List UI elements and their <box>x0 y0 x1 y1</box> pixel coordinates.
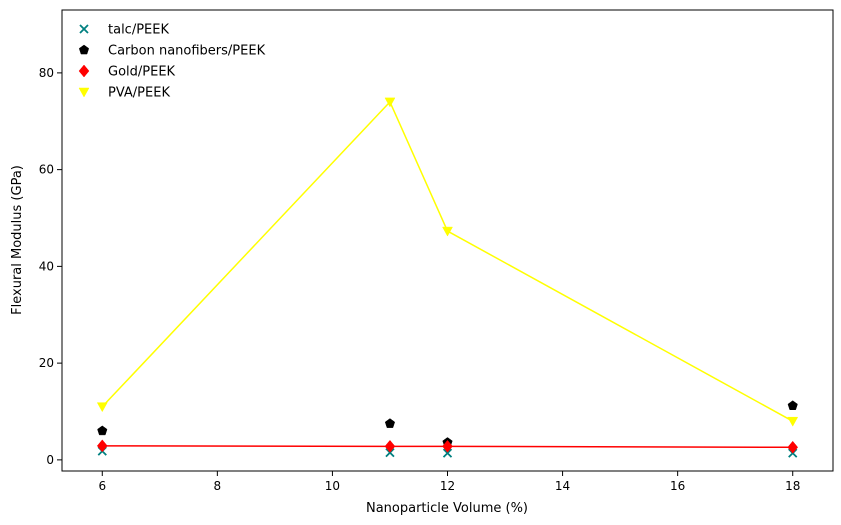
series-2 <box>96 439 799 454</box>
x-tick-label: 8 <box>214 479 222 493</box>
data-point <box>96 439 108 453</box>
legend-entry: Carbon nanofibers/PEEK <box>78 44 266 59</box>
y-tick-label: 60 <box>39 163 54 177</box>
legend-entry: talc/PEEK <box>79 23 169 38</box>
series-line <box>101 100 794 422</box>
axes-layer: 6 8 10 12 14 16 18 0 20 40 60 80 <box>39 66 801 493</box>
x-axis-label: Nanoparticle Volume (%) <box>366 501 528 516</box>
y-tick-label: 40 <box>39 259 54 273</box>
data-point <box>384 418 396 428</box>
y-tick-label: 80 <box>39 66 54 80</box>
data-point <box>96 402 108 413</box>
legend-marker <box>78 87 90 98</box>
data-point <box>787 400 798 410</box>
plot-layer <box>96 97 799 458</box>
x-tick-label: 10 <box>325 479 340 493</box>
series-3 <box>96 97 799 427</box>
data-point <box>787 440 799 454</box>
legend-marker <box>79 24 89 34</box>
legend-label: PVA/PEEK <box>108 86 170 101</box>
x-tick-label: 14 <box>555 479 570 493</box>
legend-label: Carbon nanofibers/PEEK <box>108 44 266 59</box>
x-tick-label: 12 <box>440 479 455 493</box>
x-tick-label: 18 <box>785 479 800 493</box>
legend-marker <box>78 44 90 55</box>
data-point <box>97 425 108 436</box>
data-point <box>442 439 453 453</box>
y-tick-label: 0 <box>46 453 54 467</box>
legend-entry: PVA/PEEK <box>78 86 170 101</box>
y-axis-label: Flexural Modulus (GPa) <box>10 165 25 315</box>
legend: talc/PEEK Carbon nanofibers/PEEK Gold/PEEK… <box>78 23 266 101</box>
data-point <box>442 226 453 237</box>
data-point <box>442 448 453 458</box>
legend-label: talc/PEEK <box>108 23 169 38</box>
legend-label: Gold/PEEK <box>108 65 176 80</box>
legend-entry: Gold/PEEK <box>78 64 176 80</box>
series-line <box>102 445 793 449</box>
legend-marker <box>78 64 90 78</box>
data-point <box>384 97 396 108</box>
x-tick-label: 16 <box>670 479 685 493</box>
data-point <box>384 439 396 453</box>
data-point <box>787 416 799 427</box>
x-tick-label: 6 <box>98 479 106 493</box>
y-tick-label: 20 <box>39 356 54 370</box>
